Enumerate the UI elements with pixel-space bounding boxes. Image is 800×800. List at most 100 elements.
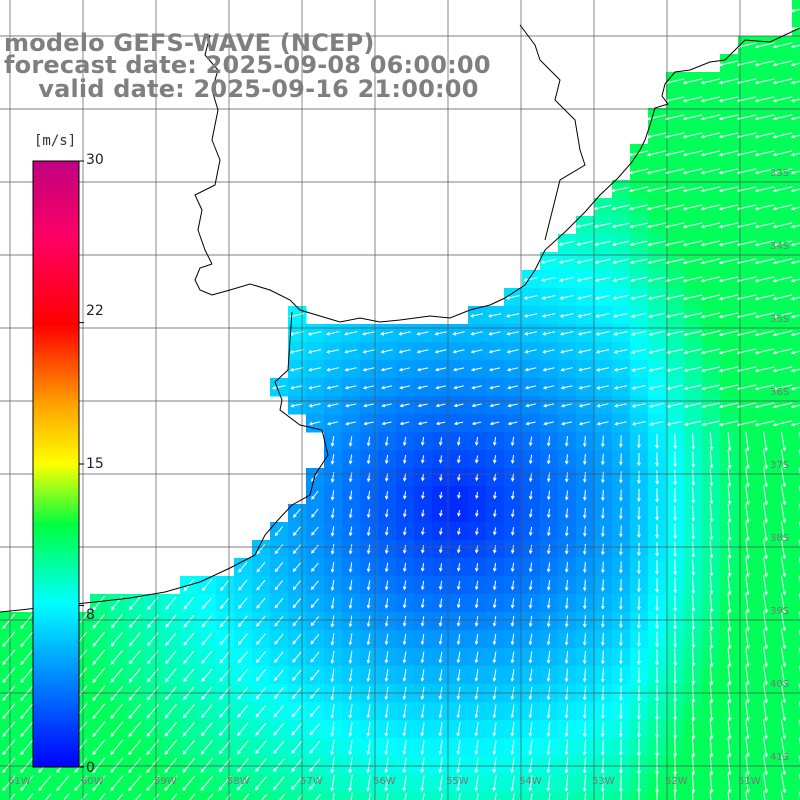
wind-arrow (582, 597, 587, 610)
wind-arrow (754, 186, 775, 193)
wind-arrow (505, 313, 520, 318)
wind-arrow (582, 650, 587, 665)
wind-arrow (629, 222, 648, 229)
wind-arrow (582, 703, 587, 720)
wind-arrow (648, 330, 665, 336)
wind-arrow (682, 150, 703, 157)
wind-arrow (164, 775, 178, 792)
wind-arrow (311, 508, 319, 518)
wind-arrow (718, 240, 739, 247)
wind-arrow (309, 758, 321, 772)
wind-arrow (582, 526, 587, 537)
wind-arrow (348, 668, 353, 683)
wind-arrow (546, 739, 551, 756)
wind-arrow (754, 366, 775, 373)
wind-arrow (256, 561, 266, 573)
wind-arrow (457, 527, 461, 536)
wind-arrow (420, 545, 425, 554)
wind-arrow (727, 629, 732, 650)
wind-arrow (330, 526, 335, 537)
wind-arrow (564, 436, 569, 447)
wind-arrow (727, 557, 732, 578)
wind-arrow (366, 757, 371, 774)
wind-arrow (110, 739, 124, 756)
wind-arrow (420, 563, 425, 572)
wind-arrow (709, 719, 714, 740)
wind-cell (792, 126, 800, 145)
wind-arrow (754, 420, 775, 427)
wind-arrow (745, 449, 750, 470)
wind-arrow (701, 366, 720, 373)
wind-arrow (256, 579, 266, 591)
wind-arrow (219, 615, 230, 628)
wind-arrow (218, 740, 231, 755)
wind-arrow (330, 650, 335, 664)
wind-arrow (576, 240, 593, 246)
wind-arrow (780, 539, 787, 560)
wind-arrow (273, 722, 285, 736)
wind-arrow (754, 60, 775, 67)
wind-arrow (691, 451, 696, 468)
wind-arrow (384, 454, 389, 465)
wind-arrow (528, 739, 533, 756)
wind-arrow (745, 521, 750, 542)
wind-arrow (366, 615, 371, 628)
wind-arrow (92, 595, 105, 611)
wind-arrow (542, 349, 555, 354)
wind-arrow (754, 222, 775, 229)
wind-arrow (600, 774, 605, 793)
wind-arrow (128, 775, 142, 792)
wind-arrow (673, 648, 678, 667)
wind-arrow (348, 544, 353, 555)
wind-arrow (493, 509, 497, 518)
wind-arrow (548, 792, 551, 800)
wind-arrow (2, 613, 16, 630)
wind-arrow (528, 775, 533, 792)
wind-arrow (207, 793, 214, 800)
wind-arrow (310, 651, 320, 663)
wind-arrow (402, 739, 407, 756)
wind-arrow (506, 349, 519, 354)
wind-arrow (147, 596, 159, 611)
wind-arrow (655, 649, 659, 666)
wind-arrow (630, 312, 647, 318)
wind-arrow (631, 385, 646, 390)
wind-arrow (542, 385, 555, 390)
colorbar-tick-label: 22 (86, 303, 104, 319)
wind-arrow (655, 506, 659, 521)
wind-arrow (470, 349, 483, 354)
wind-arrow (763, 791, 766, 800)
wind-arrow (745, 665, 750, 686)
wind-arrow (596, 403, 609, 408)
wind-arrow (582, 668, 587, 683)
wind-arrow (456, 739, 461, 756)
wind-arrow (745, 557, 750, 578)
wind-arrow (438, 455, 443, 464)
wind-arrow (492, 598, 497, 609)
wind-arrow (631, 421, 646, 426)
wind-arrow (456, 775, 461, 792)
wind-arrow (348, 633, 353, 646)
wind-cell (792, 792, 800, 800)
wind-arrow (456, 563, 461, 572)
wind-arrow (618, 756, 623, 775)
wind-arrow (718, 330, 739, 337)
wind-arrow (438, 563, 443, 572)
wind-arrow (772, 420, 793, 427)
wind-arrow (201, 597, 212, 610)
wind-arrow (255, 740, 267, 755)
wind-arrow (593, 222, 612, 229)
wind-arrow (330, 490, 335, 501)
wind-arrow (307, 349, 322, 354)
wind-arrow (637, 452, 641, 467)
wind-arrow (718, 258, 739, 265)
wind-arrow (92, 649, 106, 665)
wind-arrow (790, 404, 800, 409)
wind-arrow (63, 793, 70, 800)
wind-arrow (366, 562, 371, 573)
wind-arrow (718, 114, 739, 121)
wind-arrow (593, 204, 612, 211)
coast-uruguay-interior (519, 24, 586, 241)
wind-arrow (330, 757, 335, 774)
wind-arrow (330, 774, 335, 793)
